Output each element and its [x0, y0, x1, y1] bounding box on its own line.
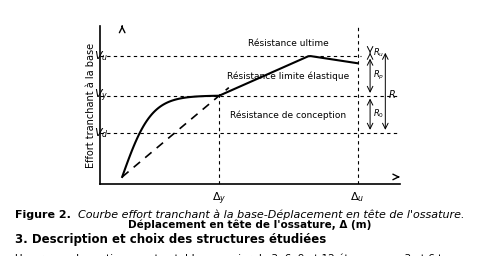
Text: Résistance limite élastique: Résistance limite élastique [227, 71, 350, 81]
Text: $R_0$: $R_0$ [373, 108, 384, 120]
Text: Un groupe de portiques auto-stables en acier de 3, 6, 9 et 12 étages avec 3 et 6: Un groupe de portiques auto-stables en a… [15, 253, 442, 256]
Text: Déplacement en tête de l'ossature, Δ (m): Déplacement en tête de l'ossature, Δ (m) [128, 219, 372, 230]
Text: $V_d$: $V_d$ [94, 126, 108, 140]
Text: $R_u$: $R_u$ [373, 47, 384, 59]
Text: $\Delta_u$: $\Delta_u$ [350, 190, 365, 204]
Text: $R$: $R$ [388, 88, 396, 100]
Text: Résistance de conception: Résistance de conception [230, 111, 346, 120]
Text: $V_u$: $V_u$ [94, 49, 108, 63]
Text: 3. Description et choix des structures étudiées: 3. Description et choix des structures é… [15, 233, 326, 246]
Text: Figure 2.: Figure 2. [15, 210, 71, 220]
Text: Résistance ultime: Résistance ultime [248, 39, 328, 48]
Text: $R_p$: $R_p$ [373, 69, 384, 82]
Text: $\Delta_y$: $\Delta_y$ [212, 190, 226, 207]
Y-axis label: Effort tranchant à la base: Effort tranchant à la base [86, 42, 96, 167]
Text: $V_y$: $V_y$ [94, 88, 108, 104]
Text: Courbe effort tranchant à la base-Déplacement en tête de l'ossature.: Courbe effort tranchant à la base-Déplac… [78, 210, 464, 220]
